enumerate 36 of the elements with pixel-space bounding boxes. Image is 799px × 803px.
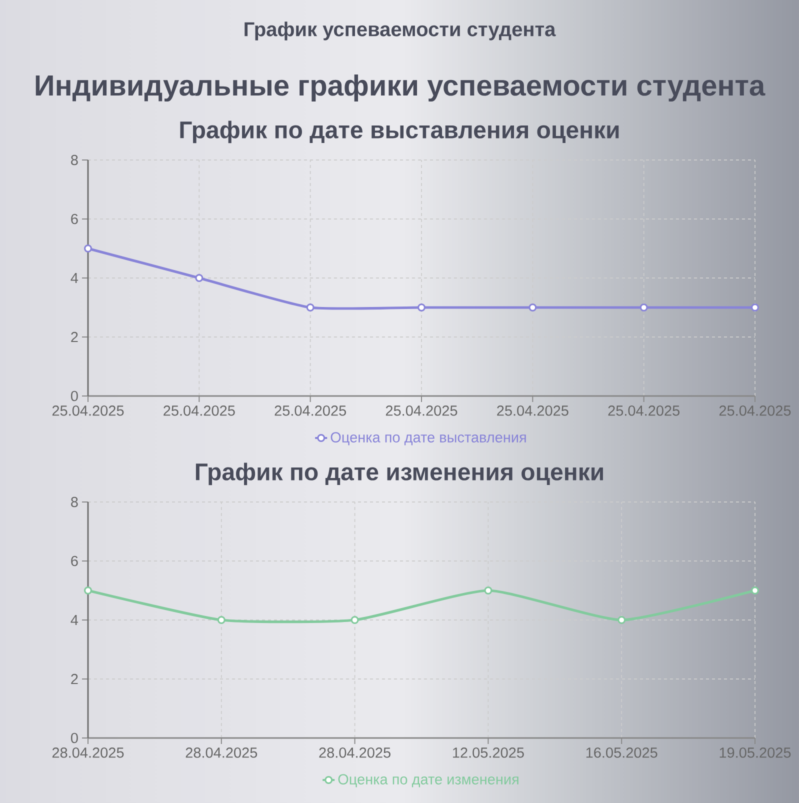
y-tick-label: 2 [71,674,78,684]
point [640,303,648,312]
x-tick-label: 28.04.2025 [52,748,124,758]
x-tick-label: 12.05.2025 [453,748,524,758]
y-tick-label: 8 [71,496,78,508]
legend-label: Оценка по дате выставления [330,432,526,446]
x-tick-label: 28.04.2025 [319,748,390,758]
y-tick-label: 2 [71,332,78,342]
point [84,244,92,252]
chart-title: График по дате выставления оценки [180,120,619,144]
point [306,303,314,312]
x-tick-label: 25.04.2025 [274,406,346,416]
text: Индивидуальные графики успеваемости студента [36,74,766,102]
x-tick-label: 16.05.2025 [586,748,658,758]
y-tick-label: 6 [71,214,78,224]
x-tick-label: 28.04.2025 [186,748,258,758]
y-tick-label: 0 [70,732,78,744]
text: График успеваемости студента [244,22,556,40]
x-tick-label: 25.04.2025 [386,406,458,416]
legend-label: Оценка по дате изменения [338,774,518,788]
chart-title: График по дате изменения оценки [196,462,603,486]
x-tick-label: 19.05.2025 [720,748,791,758]
x-tick-label: 25.04.2025 [52,406,124,416]
point [195,274,204,282]
x-tick-label: 25.04.2025 [164,406,235,416]
y-tick-label: 0 [70,390,78,402]
x-tick-label: 25.04.2025 [497,406,568,416]
x-tick-label: 25.04.2025 [608,406,680,416]
point [750,303,759,312]
point [418,303,426,312]
y-tick-label: 4 [70,615,78,625]
y-tick-label: 6 [71,556,78,566]
y-tick-label: 8 [71,154,78,166]
y-tick-label: 4 [70,273,78,283]
x-tick-label: 25.04.2025 [719,406,791,416]
point [528,303,537,312]
